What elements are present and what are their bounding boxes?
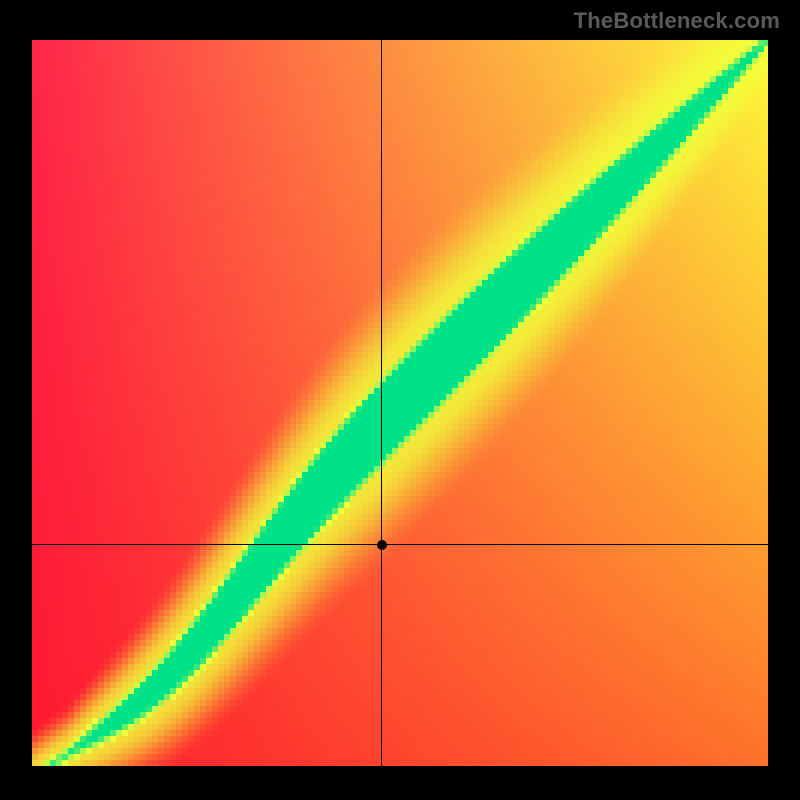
- watermark-text: TheBottleneck.com: [574, 8, 780, 34]
- bottleneck-heatmap: [32, 40, 768, 766]
- chart-container: TheBottleneck.com: [0, 0, 800, 800]
